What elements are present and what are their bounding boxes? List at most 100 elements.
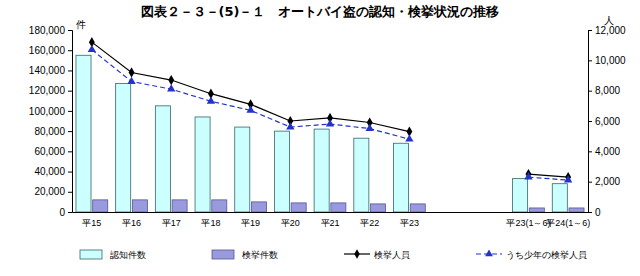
tick-mark	[588, 151, 592, 152]
title: 図表２－３－(5)－１ オートバイ盗の認知・検挙状況の推移	[141, 4, 500, 19]
bar	[513, 179, 528, 212]
tick-label: 4,000	[595, 146, 620, 157]
axis-line	[589, 31, 593, 213]
tick-label: 160,000	[29, 45, 66, 56]
tick: 20,000	[34, 186, 72, 197]
y-axis: 020,00040,00060,00080,000100,000120,0001…	[29, 25, 73, 218]
tick-label: 平22	[360, 218, 379, 228]
tick: 12,000	[588, 25, 626, 36]
tick-label: 平23(1～6)	[506, 218, 550, 228]
tick-mark	[68, 91, 72, 92]
bar	[235, 127, 250, 212]
tick: 60,000	[34, 146, 72, 157]
x-axis: 平15平16平17平18平19平20平21平22平23平23(1～6)平24(1…	[73, 212, 591, 228]
tick-mark	[68, 70, 72, 71]
bar	[274, 131, 289, 212]
tick-label: 60,000	[34, 146, 65, 157]
bar	[116, 84, 131, 212]
marker	[167, 84, 175, 91]
tick-mark	[588, 91, 592, 92]
bar	[394, 143, 409, 212]
line	[92, 50, 568, 180]
legend-item: うち少年の検挙人員	[476, 250, 587, 260]
tick-mark	[68, 111, 72, 112]
tick: 平16	[122, 212, 141, 228]
tick-mark	[68, 192, 72, 193]
marker	[168, 75, 174, 85]
tick-label: 2,000	[595, 176, 620, 187]
legend-label: 検挙件数	[242, 250, 278, 260]
marker	[286, 122, 294, 129]
tick-mark	[68, 172, 72, 173]
legend-swatch	[212, 250, 234, 259]
bar	[331, 203, 346, 212]
bar	[529, 208, 544, 212]
y2-axis-title: 人	[604, 15, 614, 26]
bar	[93, 200, 108, 212]
tick: 160,000	[29, 45, 72, 56]
tick-mark	[588, 60, 592, 61]
tick-label: 180,000	[29, 25, 66, 36]
tick: 40,000	[34, 166, 72, 177]
bar	[410, 204, 425, 212]
tick: 10,000	[588, 55, 626, 66]
tick: 平22	[360, 212, 379, 228]
tick-mark	[588, 182, 592, 183]
tick-label: 100,000	[29, 106, 66, 117]
bar	[291, 203, 306, 212]
marker	[88, 45, 96, 52]
tick-label: 80,000	[34, 126, 65, 137]
tick-label: 平16	[122, 218, 141, 228]
chart-container: 図表２－３－(5)－１ オートバイ盗の認知・検挙状況の推移 0 20,000 40,0…	[0, 0, 640, 276]
marker	[366, 124, 374, 131]
tick: 8,000	[588, 85, 620, 96]
tick-label: 140,000	[29, 65, 66, 76]
tick: 100,000	[29, 106, 72, 117]
y-axis-title: 件	[76, 19, 86, 30]
tick: 平17	[162, 212, 181, 228]
tick: 0	[588, 207, 601, 218]
bar	[552, 184, 567, 212]
tick: 平20	[281, 212, 300, 228]
legend-label: うち少年の検挙人員	[506, 250, 587, 260]
line	[92, 42, 568, 177]
tick-label: 10,000	[595, 55, 626, 66]
tick: 140,000	[29, 65, 72, 76]
tick: 80,000	[34, 126, 72, 137]
axis-line	[73, 212, 589, 213]
tick-label: 平21	[320, 218, 339, 228]
tick-label: 平15	[82, 218, 101, 228]
tick-label: 12,000	[595, 25, 626, 36]
legend-marker	[354, 249, 359, 258]
tick-mark	[68, 30, 72, 31]
legend-swatch	[80, 250, 102, 259]
tick-label: 平19	[241, 218, 260, 228]
bar	[212, 200, 227, 212]
tick-label: 0	[595, 207, 601, 218]
marker	[405, 134, 413, 141]
tick-label: 平23	[400, 218, 419, 228]
tick: 2,000	[588, 176, 620, 187]
tick-mark	[68, 50, 72, 51]
marker	[564, 175, 572, 182]
chart: 図表２－３－(5)－１ オートバイ盗の認知・検挙状況の推移 0 20,000 40,0…	[0, 0, 640, 276]
marker	[127, 77, 135, 84]
legend-item: 検挙件数	[212, 250, 278, 260]
tick-label: 平17	[162, 218, 181, 228]
tick-label: 20,000	[34, 186, 65, 197]
tick: 0	[59, 207, 72, 218]
marker	[129, 67, 135, 77]
legend-label: 認知件数	[110, 250, 146, 260]
tick-mark	[588, 30, 592, 31]
tick-label: 平18	[201, 218, 220, 228]
tick: 平15	[82, 212, 101, 228]
tick-mark	[588, 212, 592, 213]
bar	[195, 117, 210, 212]
bar	[569, 208, 584, 212]
tick: 平23(1～6)	[506, 212, 550, 228]
tick-label: 0	[59, 207, 65, 218]
bar	[371, 204, 386, 212]
tick: 180,000	[29, 25, 72, 36]
tick-label: 8,000	[595, 85, 620, 96]
bar	[314, 129, 329, 212]
